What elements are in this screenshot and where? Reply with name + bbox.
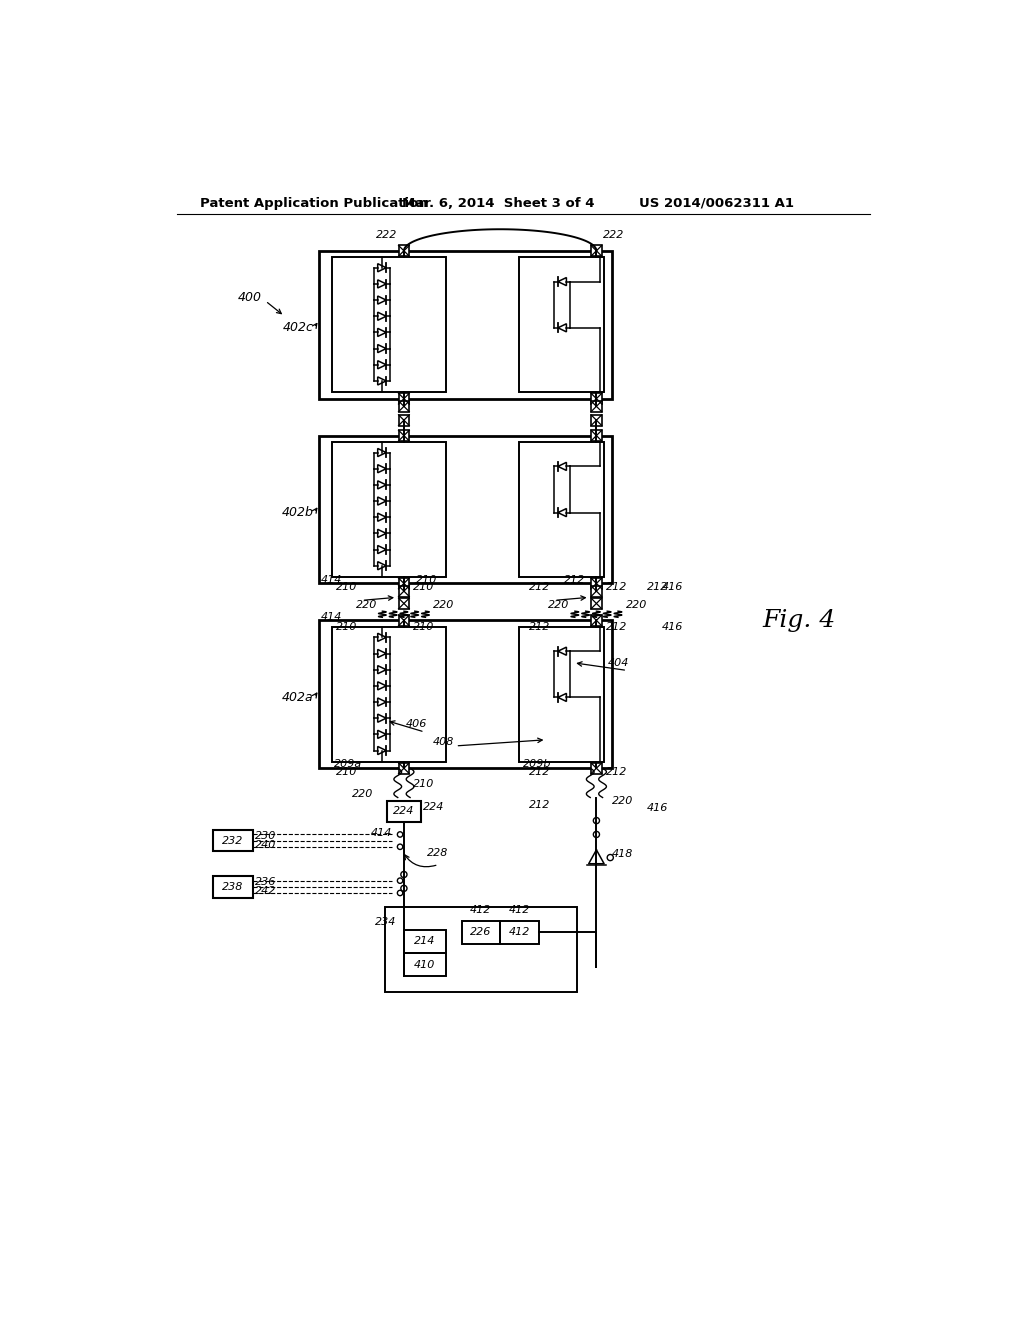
Polygon shape xyxy=(591,246,602,256)
Text: 212: 212 xyxy=(528,622,550,631)
Polygon shape xyxy=(591,586,602,597)
Text: 220: 220 xyxy=(355,601,377,610)
Text: 406: 406 xyxy=(406,719,427,730)
Text: 210: 210 xyxy=(336,767,357,777)
Text: 412: 412 xyxy=(509,927,530,937)
Text: 414: 414 xyxy=(321,574,342,585)
Text: 212: 212 xyxy=(605,582,627,593)
Text: 224: 224 xyxy=(423,801,444,812)
Text: 414: 414 xyxy=(321,611,342,622)
Text: 404: 404 xyxy=(608,657,630,668)
Text: 210: 210 xyxy=(413,582,434,593)
Text: 236: 236 xyxy=(255,878,275,887)
Text: 210: 210 xyxy=(413,622,434,631)
Text: 222: 222 xyxy=(377,231,397,240)
Text: 212: 212 xyxy=(528,582,550,593)
Text: 212: 212 xyxy=(646,582,668,593)
Text: 210: 210 xyxy=(336,582,357,593)
Polygon shape xyxy=(398,763,410,774)
Text: 232: 232 xyxy=(222,836,244,846)
Text: 210: 210 xyxy=(413,779,434,788)
Text: 228: 228 xyxy=(427,847,449,858)
Polygon shape xyxy=(398,393,410,404)
Polygon shape xyxy=(398,401,410,412)
Text: 416: 416 xyxy=(662,582,683,593)
Polygon shape xyxy=(398,586,410,597)
Text: Mar. 6, 2014  Sheet 3 of 4: Mar. 6, 2014 Sheet 3 of 4 xyxy=(401,197,594,210)
Text: 220: 220 xyxy=(351,789,373,800)
Text: 210: 210 xyxy=(336,622,357,631)
Text: 220: 220 xyxy=(626,601,647,610)
Text: 410: 410 xyxy=(414,960,435,970)
Polygon shape xyxy=(591,598,602,609)
Text: 234: 234 xyxy=(375,917,396,927)
Text: 400: 400 xyxy=(238,290,261,304)
Text: 220: 220 xyxy=(611,796,633,805)
Text: 226: 226 xyxy=(470,927,492,937)
Text: 210: 210 xyxy=(416,574,437,585)
Polygon shape xyxy=(398,430,410,441)
Text: 209b: 209b xyxy=(523,759,552,770)
Text: 220: 220 xyxy=(548,601,569,610)
Text: 412: 412 xyxy=(509,906,530,915)
Polygon shape xyxy=(398,414,410,425)
Polygon shape xyxy=(591,578,602,589)
Text: 209a: 209a xyxy=(334,759,362,770)
Text: 416: 416 xyxy=(646,804,668,813)
Text: 220: 220 xyxy=(433,601,455,610)
Text: 238: 238 xyxy=(222,882,244,892)
Text: 402a: 402a xyxy=(283,690,313,704)
Text: Patent Application Publication: Patent Application Publication xyxy=(200,197,428,210)
Text: 230: 230 xyxy=(255,832,275,841)
Polygon shape xyxy=(398,598,410,609)
Text: 242: 242 xyxy=(255,887,275,896)
Polygon shape xyxy=(398,578,410,589)
Polygon shape xyxy=(591,414,602,425)
Text: 412: 412 xyxy=(470,906,492,915)
Text: 214: 214 xyxy=(414,936,435,946)
Text: 212: 212 xyxy=(605,767,627,777)
Text: 408: 408 xyxy=(432,737,454,747)
Polygon shape xyxy=(398,615,410,626)
Text: Fig. 4: Fig. 4 xyxy=(762,609,836,632)
Text: 402b: 402b xyxy=(282,506,313,519)
Polygon shape xyxy=(591,615,602,626)
Polygon shape xyxy=(591,401,602,412)
Text: 414: 414 xyxy=(371,828,392,838)
Text: 212: 212 xyxy=(528,800,550,810)
Text: 212: 212 xyxy=(563,574,585,585)
Text: 240: 240 xyxy=(255,841,275,850)
Text: 416: 416 xyxy=(662,622,683,631)
Polygon shape xyxy=(591,763,602,774)
Text: 212: 212 xyxy=(605,622,627,631)
Text: US 2014/0062311 A1: US 2014/0062311 A1 xyxy=(639,197,794,210)
Text: 418: 418 xyxy=(611,849,633,859)
Text: 224: 224 xyxy=(393,807,415,816)
Text: 222: 222 xyxy=(602,231,624,240)
Polygon shape xyxy=(591,430,602,441)
Polygon shape xyxy=(591,393,602,404)
Text: 402c: 402c xyxy=(283,321,313,334)
Polygon shape xyxy=(398,246,410,256)
Text: 212: 212 xyxy=(528,767,550,777)
